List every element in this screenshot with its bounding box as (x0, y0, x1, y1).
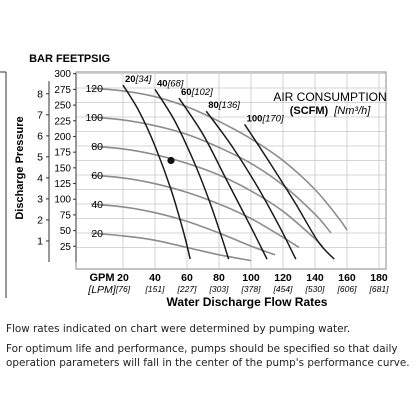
feet-tick-label: 100 (54, 195, 71, 206)
bar-unit-label: BAR (29, 53, 53, 65)
performance-curve (90, 232, 252, 262)
svg-text:(SCFM) [Nm³/h]: (SCFM) [Nm³/h] (290, 105, 372, 117)
performance-curves (90, 87, 348, 262)
psig-tick-label: 40 (91, 199, 103, 211)
x-tick-label-gpm: 40 (149, 272, 161, 284)
feet-tick-label: 25 (60, 242, 72, 253)
performance-curve (90, 116, 332, 234)
feet-tick-label: 50 (60, 226, 72, 237)
x-tick-label-gpm: 20 (117, 272, 129, 284)
air-consumption-curve (243, 123, 335, 260)
nm3h-label: [Nm³/h] (333, 105, 371, 117)
x-tick-label-lpm: [530] (305, 284, 326, 294)
feet-tick-label: 175 (54, 148, 71, 159)
x-tick-label-gpm: 100 (242, 272, 260, 284)
psig-tick-label: 100 (85, 112, 103, 124)
bar-tick-label: 1 (37, 235, 43, 247)
bar-tick-labels: 1 2 3 4 5 6 7 8 (37, 81, 50, 262)
note-flow-rates: Flow rates indicated on chart were deter… (6, 323, 351, 335)
bar-tick-label: 3 (37, 193, 43, 205)
bar-tick-label: 5 (37, 151, 43, 163)
feet-tick-label: 125 (54, 179, 71, 190)
psig-tick-labels: 20 40 60 80 100 120 (85, 83, 103, 240)
air-curve-label: 80[136] (208, 100, 240, 111)
feet-tick-label: 275 (54, 85, 71, 96)
x-tick-label-lpm: [303] (209, 284, 230, 294)
operating-point-dot (167, 156, 175, 165)
feet-unit-label: FEET (56, 53, 84, 65)
air-consumption-units: (SCFM) [Nm³/h] (290, 105, 372, 117)
psig-tick-label: 120 (85, 83, 103, 95)
feet-tick-label: 200 (54, 132, 71, 143)
feet-tick-labels: 25 50 75 100 125 150 175 200 225 250 275 300 (54, 69, 77, 262)
air-curve-label: 60[102] (181, 87, 213, 98)
performance-curve (90, 87, 348, 231)
x-tick-label-lpm: [227] (177, 284, 198, 294)
chart-notes: Flow rates indicated on chart were deter… (6, 322, 410, 376)
lpm-unit-label: [LPM] (87, 284, 117, 296)
performance-curve (90, 174, 300, 249)
bar-tick-label: 6 (37, 130, 43, 142)
bar-tick-label: 2 (37, 214, 43, 226)
gpm-unit-label: GPM (89, 272, 114, 284)
operating-point (167, 156, 175, 165)
feet-tick-label: 225 (54, 116, 71, 127)
psig-unit-label: PSIG (84, 53, 110, 65)
scfm-label: (SCFM) (290, 105, 329, 117)
feet-tick-label: 150 (54, 163, 71, 174)
air-curve-label: 100[170] (247, 113, 284, 124)
air-consumption-curves: 20[34] 40[68]60[102] 80[136] 100[170] (122, 74, 335, 260)
x-tick-label-lpm: [76] (115, 284, 131, 294)
air-curve-label: 20[34] (125, 74, 152, 85)
x-tick-labels: 20[76] 40[151] 60[227] 80[303] 100[378] 120[4… (115, 272, 389, 294)
x-tick-label-gpm: 160 (338, 272, 356, 284)
x-tick-label-gpm: 80 (213, 272, 225, 284)
x-tick-label-lpm: [454] (273, 284, 294, 294)
x-tick-label-lpm: [151] (145, 284, 166, 294)
air-consumption-curve (205, 110, 297, 260)
y-axis-title: Discharge Pressure (14, 116, 26, 219)
pump-performance-chart: 20[34] 40[68]60[102] 80[136] 100[170] 20 40 6… (0, 53, 389, 309)
air-consumption-title: AIR CONSUMPTION (273, 90, 386, 104)
performance-curve (90, 203, 276, 256)
air-consumption-curve (178, 97, 268, 260)
air-consumption-curve (154, 89, 230, 260)
x-tick-label-gpm: 60 (181, 272, 193, 284)
bar-tick-label: 7 (37, 109, 43, 121)
bar-tick-label: 8 (37, 88, 43, 100)
x-tick-label-lpm: [378] (241, 284, 262, 294)
feet-tick-label: 250 (54, 101, 71, 112)
note-optimum-life: For optimum life and performance, pumps … (6, 343, 410, 369)
psig-tick-label: 80 (91, 141, 103, 153)
bar-tick-label: 4 (37, 172, 43, 184)
air-curve-label: 40[68] (157, 78, 184, 89)
feet-tick-label: 300 (54, 69, 71, 80)
x-tick-label-gpm: 140 (306, 272, 324, 284)
feet-tick-label: 75 (60, 210, 72, 221)
x-tick-label-gpm: 180 (370, 272, 388, 284)
psig-tick-label: 60 (91, 170, 103, 182)
x-tick-label-gpm: 120 (274, 272, 292, 284)
air-consumption-curve (122, 84, 191, 260)
x-tick-label-lpm: [606] (337, 284, 358, 294)
x-axis-title: Water Discharge Flow Rates (167, 295, 328, 309)
x-tick-label-lpm: [681] (369, 284, 390, 294)
performance-curve (90, 145, 324, 249)
psig-tick-label: 20 (91, 228, 103, 240)
